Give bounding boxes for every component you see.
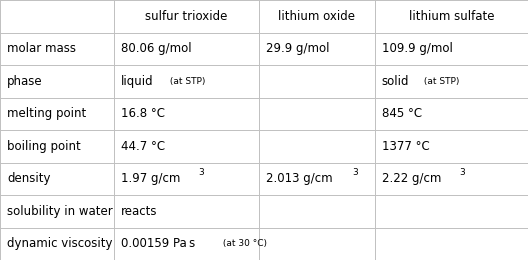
Text: 3: 3 xyxy=(459,168,465,177)
Text: 3: 3 xyxy=(198,168,204,177)
Text: 29.9 g/mol: 29.9 g/mol xyxy=(266,42,329,55)
Text: reacts: reacts xyxy=(120,205,157,218)
Text: 44.7 °C: 44.7 °C xyxy=(120,140,165,153)
Text: 0.00159 Pa s: 0.00159 Pa s xyxy=(120,237,195,250)
Text: molar mass: molar mass xyxy=(7,42,76,55)
Text: 2.013 g/cm: 2.013 g/cm xyxy=(266,172,332,185)
Text: (at STP): (at STP) xyxy=(421,77,460,86)
Text: dynamic viscosity: dynamic viscosity xyxy=(7,237,112,250)
Text: liquid: liquid xyxy=(120,75,153,88)
Text: 845 °C: 845 °C xyxy=(382,107,422,120)
Text: lithium oxide: lithium oxide xyxy=(278,10,355,23)
Text: melting point: melting point xyxy=(7,107,86,120)
Text: (at 30 °C): (at 30 °C) xyxy=(220,239,267,248)
Text: 1.97 g/cm: 1.97 g/cm xyxy=(120,172,180,185)
Text: (at STP): (at STP) xyxy=(167,77,205,86)
Text: 109.9 g/mol: 109.9 g/mol xyxy=(382,42,452,55)
Text: lithium sulfate: lithium sulfate xyxy=(409,10,494,23)
Text: 1377 °C: 1377 °C xyxy=(382,140,430,153)
Text: sulfur trioxide: sulfur trioxide xyxy=(145,10,228,23)
Text: solubility in water: solubility in water xyxy=(7,205,113,218)
Text: boiling point: boiling point xyxy=(7,140,81,153)
Text: solid: solid xyxy=(382,75,409,88)
Text: 2.22 g/cm: 2.22 g/cm xyxy=(382,172,441,185)
Text: density: density xyxy=(7,172,51,185)
Text: 3: 3 xyxy=(353,168,359,177)
Text: phase: phase xyxy=(7,75,43,88)
Text: 16.8 °C: 16.8 °C xyxy=(120,107,165,120)
Text: 80.06 g/mol: 80.06 g/mol xyxy=(120,42,191,55)
